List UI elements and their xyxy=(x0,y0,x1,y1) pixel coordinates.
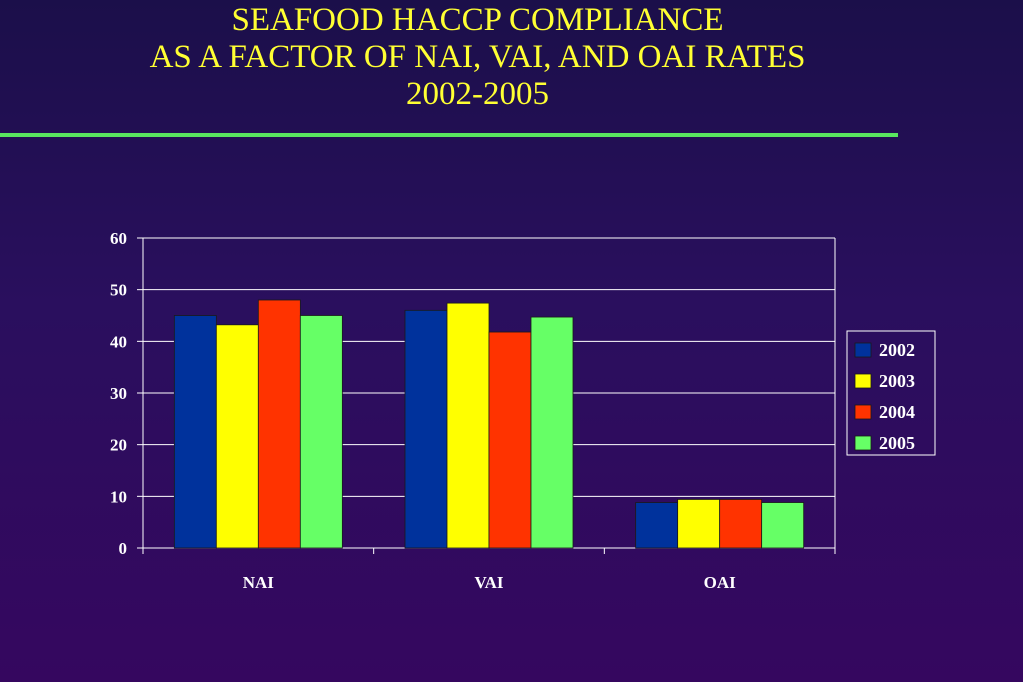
title-line-1: SEAFOOD HACCP COMPLIANCE xyxy=(231,2,724,38)
bar-nai-2004 xyxy=(257,299,301,549)
bar-nai-2002 xyxy=(173,315,217,549)
bar-vai-2004 xyxy=(488,331,532,549)
legend-label-2002: 2002 xyxy=(879,340,915,360)
bar-vai-2005 xyxy=(530,316,574,549)
y-tick-label: 60 xyxy=(110,229,127,248)
y-tick-label: 0 xyxy=(119,539,128,558)
x-tick-label: OAI xyxy=(704,573,737,592)
legend-label-2003: 2003 xyxy=(879,371,915,391)
x-tick-label: VAI xyxy=(475,573,504,592)
y-tick-label: 30 xyxy=(110,384,127,403)
legend-label-2004: 2004 xyxy=(879,402,915,422)
bar-oai-2003 xyxy=(677,499,721,549)
legend-box xyxy=(846,330,936,456)
legend-label-2005: 2005 xyxy=(879,433,915,453)
x-tick-label: NAI xyxy=(243,573,275,592)
y-tick-label: 20 xyxy=(110,436,127,455)
legend-swatch-2003 xyxy=(854,373,872,389)
title-line-3: 2002-2005 xyxy=(406,76,549,112)
legend-swatch-2004 xyxy=(854,404,872,420)
legend-swatch-2002 xyxy=(854,342,872,358)
bar-vai-2003 xyxy=(446,302,490,549)
title-underline xyxy=(0,133,898,137)
bar-oai-2005 xyxy=(761,502,805,549)
bar-nai-2003 xyxy=(215,324,259,549)
bar-oai-2004 xyxy=(719,499,763,549)
title-line-2: AS A FACTOR OF NAI, VAI, AND OAI RATES xyxy=(149,39,806,75)
y-tick-label: 10 xyxy=(110,487,127,506)
y-tick-label: 50 xyxy=(110,281,127,300)
y-tick-label: 40 xyxy=(110,332,127,351)
chart-title: SEAFOOD HACCP COMPLIANCE AS A FACTOR OF … xyxy=(0,2,955,113)
bar-vai-2002 xyxy=(404,309,448,549)
bar-nai-2005 xyxy=(299,315,343,549)
bar-oai-2002 xyxy=(635,502,679,549)
legend-swatch-2005 xyxy=(854,435,872,451)
